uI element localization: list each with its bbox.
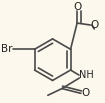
Text: O: O [91,19,99,29]
Text: Br: Br [1,44,12,54]
Text: NH: NH [79,70,94,80]
Text: O: O [81,88,90,98]
Text: O: O [73,2,81,12]
